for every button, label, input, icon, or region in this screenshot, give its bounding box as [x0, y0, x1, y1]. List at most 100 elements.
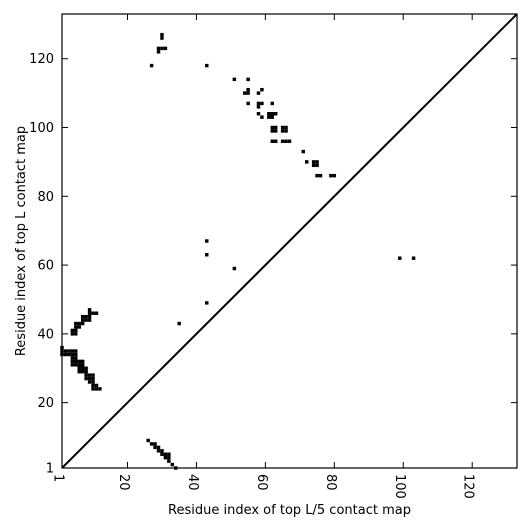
- contact-point: [70, 349, 75, 353]
- contact-point: [270, 125, 274, 130]
- x-tick-label: 60: [254, 474, 269, 491]
- contact-point: [260, 115, 264, 119]
- contact-point: [256, 112, 261, 116]
- contact-point: [163, 455, 168, 460]
- y-tick-label: 120: [29, 52, 54, 67]
- contact-point: [273, 129, 278, 133]
- y-tick-label: 40: [37, 327, 54, 342]
- contact-point: [91, 311, 95, 315]
- contact-point: [84, 369, 88, 374]
- contact-point: [315, 173, 319, 178]
- contact-point: [205, 253, 209, 257]
- contact-point: [232, 266, 237, 271]
- contact-point: [280, 139, 285, 143]
- contact-point: [70, 356, 75, 360]
- contact-point: [84, 366, 88, 370]
- contact-point: [77, 359, 81, 364]
- contact-point: [267, 115, 271, 119]
- contact-point: [273, 112, 278, 116]
- contact-point: [163, 452, 168, 456]
- contact-point: [74, 363, 78, 367]
- contact-point: [70, 332, 75, 336]
- x-tick-label: 100: [392, 474, 407, 499]
- x-tick-label: 80: [323, 474, 338, 491]
- contact-point: [156, 449, 161, 453]
- contact-point: [284, 139, 288, 143]
- contact-point: [246, 87, 250, 92]
- y-tick-label: 60: [37, 259, 54, 274]
- contact-point: [149, 442, 154, 446]
- contact-point: [273, 125, 278, 130]
- contact-point: [270, 112, 274, 116]
- contact-point: [311, 160, 316, 164]
- x-axis-label: Residue index of top L/5 contact map: [168, 503, 411, 518]
- contact-point: [329, 173, 333, 178]
- contact-point: [87, 311, 92, 315]
- contact-point: [84, 314, 88, 319]
- contact-point: [167, 459, 171, 463]
- x-tick-label: 40: [185, 474, 200, 491]
- contact-point: [156, 46, 161, 51]
- contact-point: [301, 149, 306, 154]
- contact-point: [94, 383, 99, 388]
- contact-point: [284, 125, 288, 130]
- contact-point: [411, 256, 416, 260]
- x-tick-label: 20: [116, 474, 131, 491]
- contact-point: [63, 349, 68, 353]
- contact-point: [284, 129, 288, 133]
- contact-point: [77, 363, 81, 367]
- contact-point: [273, 139, 278, 143]
- contact-point: [87, 380, 92, 384]
- contact-point: [74, 352, 78, 357]
- plot-frame: [61, 13, 518, 469]
- contact-point: [74, 328, 78, 333]
- contact-point: [80, 318, 85, 322]
- contact-point: [305, 160, 309, 164]
- contact-point: [177, 321, 181, 326]
- contact-point: [80, 369, 85, 374]
- contact-point: [256, 91, 261, 95]
- contact-point: [91, 387, 95, 391]
- contact-point: [74, 349, 78, 353]
- contact-point: [70, 352, 75, 357]
- contact-point: [280, 125, 285, 130]
- contact-point: [74, 332, 78, 336]
- contact-point: [77, 325, 81, 329]
- contact-point: [70, 328, 75, 333]
- contact-point: [160, 449, 164, 453]
- x-tick-label: 1: [51, 474, 66, 482]
- contact-point: [91, 373, 95, 377]
- contact-point: [87, 314, 92, 319]
- contact-point: [287, 139, 292, 143]
- contact-point: [156, 445, 161, 450]
- contact-point: [149, 63, 154, 68]
- contact-point: [63, 352, 68, 357]
- contact-point: [260, 101, 264, 106]
- contact-point: [246, 77, 250, 82]
- contact-point: [94, 311, 99, 315]
- contact-point: [80, 359, 85, 364]
- contact-point: [160, 32, 164, 37]
- y-tick-label: 100: [29, 121, 54, 136]
- contact-point: [311, 163, 316, 168]
- contact-point: [91, 376, 95, 381]
- contact-point: [205, 239, 209, 243]
- contact-point: [160, 36, 164, 40]
- contact-point: [280, 129, 285, 133]
- contact-point: [98, 387, 102, 391]
- contact-point: [84, 376, 88, 381]
- contact-point: [163, 46, 168, 51]
- contact-point: [74, 325, 78, 329]
- contact-point: [315, 160, 319, 164]
- contact-point: [256, 101, 261, 106]
- contact-point: [77, 366, 81, 370]
- contact-point: [70, 359, 75, 364]
- contact-point: [267, 112, 271, 116]
- contact-point: [153, 442, 157, 446]
- contact-point: [246, 101, 250, 106]
- contact-point: [77, 369, 81, 374]
- contact-point: [315, 163, 319, 168]
- contact-point: [80, 366, 85, 370]
